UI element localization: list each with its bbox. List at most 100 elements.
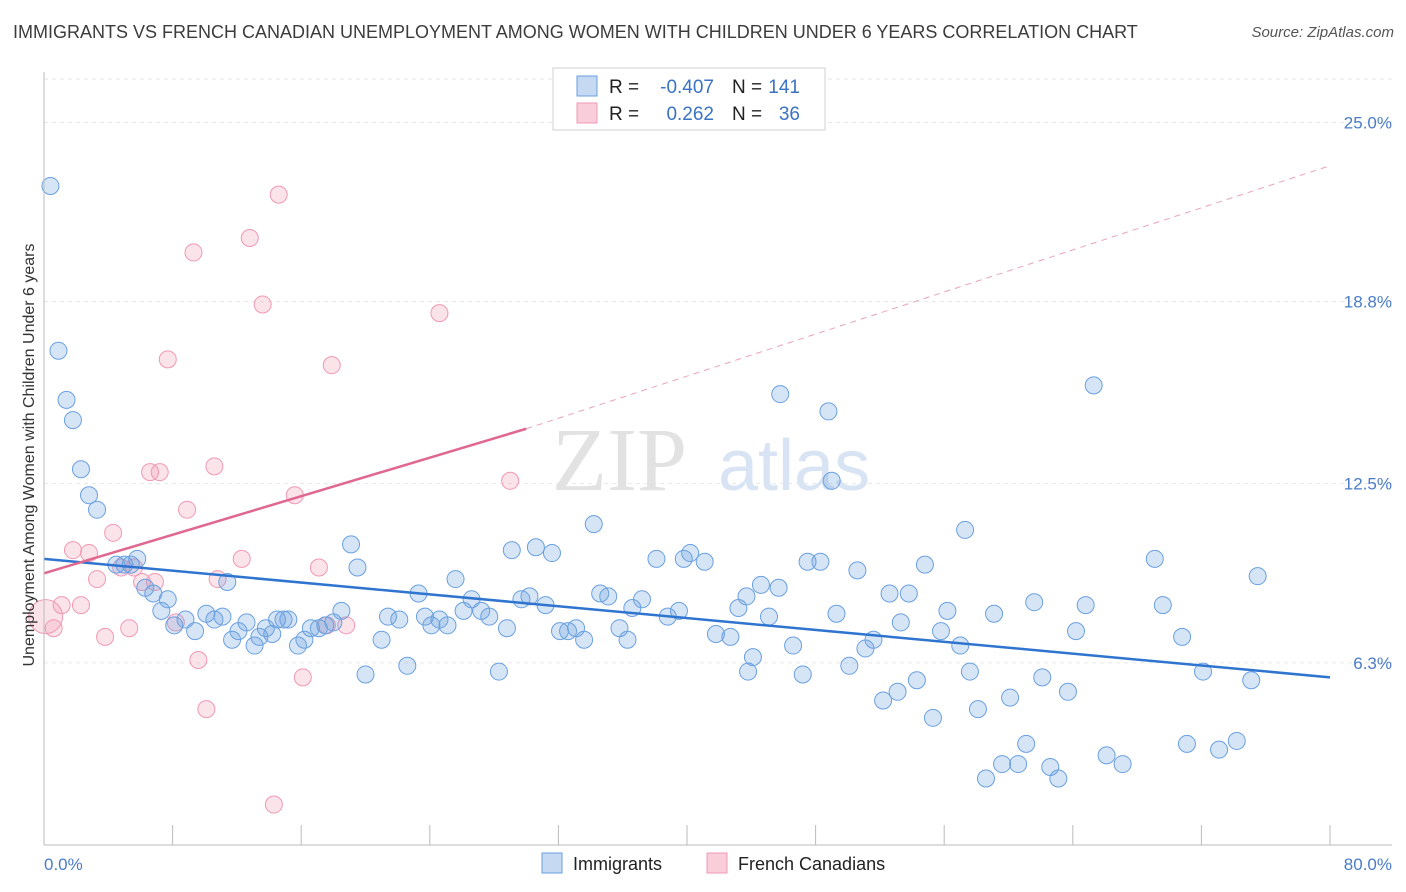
immigrants-point <box>584 515 603 534</box>
immigrants-trendline <box>43 557 1331 679</box>
immigrants-point <box>218 572 237 591</box>
immigrants-point <box>57 390 76 409</box>
x-tick-label: 0.0% <box>44 855 83 874</box>
french-canadians-point <box>189 651 208 670</box>
legend-n-label-1: N = <box>732 77 762 98</box>
french-canadians-point <box>63 541 82 560</box>
immigrants-point <box>923 708 942 727</box>
immigrants-point <box>279 610 298 629</box>
immigrants-point <box>356 665 375 684</box>
french-canadians-points <box>28 185 520 814</box>
immigrants-point <box>1177 734 1196 753</box>
trendlines <box>43 165 1331 679</box>
watermark-atlas: atlas <box>718 426 870 506</box>
french-canadians-point <box>96 627 115 646</box>
immigrants-point <box>759 607 778 626</box>
immigrants-point <box>907 671 926 690</box>
immigrants-point <box>438 616 457 635</box>
legend-r-label-1: R = <box>609 77 639 98</box>
immigrants-point <box>71 460 90 479</box>
immigrants-point <box>951 636 970 655</box>
immigrants-point <box>1001 688 1020 707</box>
bottom-legend-swatch-immigrants <box>541 852 563 874</box>
immigrants-point <box>888 682 907 701</box>
immigrants-point <box>372 630 391 649</box>
immigrants-point <box>976 769 995 788</box>
immigrants-point <box>398 656 417 675</box>
french-canadians-point <box>293 668 312 687</box>
immigrants-point <box>379 607 398 626</box>
x-tick-labels: 0.0% 80.0% <box>44 855 1392 874</box>
immigrants-point <box>848 561 867 580</box>
french-canadians-point <box>232 549 251 568</box>
immigrants-point <box>1049 769 1068 788</box>
french-canadians-point <box>240 228 259 247</box>
immigrants-point <box>985 604 1004 623</box>
immigrants-point <box>695 552 714 571</box>
french-canadians-trendline <box>43 427 527 575</box>
immigrants-point <box>721 627 740 646</box>
legend-box: R = -0.407 N = 141 R = 0.262 N = 36 <box>552 67 826 131</box>
immigrants-point <box>647 549 666 568</box>
immigrants-point <box>1248 567 1267 586</box>
immigrants-point <box>526 538 545 557</box>
immigrants-point <box>956 520 975 539</box>
immigrants-point <box>1067 622 1086 641</box>
x-ticks <box>43 825 1331 845</box>
french-canadians-point <box>205 457 224 476</box>
immigrants-point <box>165 616 184 635</box>
watermark-zip: ZIP <box>552 411 687 510</box>
french-canadians-point <box>322 356 341 375</box>
immigrants-point <box>1145 549 1164 568</box>
immigrants-point <box>739 662 758 681</box>
chart-source: Source: ZipAtlas.com <box>1251 24 1394 41</box>
immigrants-point <box>49 341 68 360</box>
french-canadians-point <box>430 304 449 323</box>
french-canadians-point <box>158 350 177 369</box>
immigrants-point <box>880 584 899 603</box>
french-canadians-point <box>71 596 90 615</box>
french-canadians-point <box>197 700 216 719</box>
immigrants-point <box>121 555 140 574</box>
immigrants-point <box>1173 627 1192 646</box>
legend-n-value-2: 36 <box>779 104 800 125</box>
french-canadians-point <box>141 463 160 482</box>
french-canadians-point <box>269 185 288 204</box>
immigrants-point <box>840 656 859 675</box>
immigrants-point <box>798 552 817 571</box>
french-canadians-point <box>253 295 272 314</box>
immigrants-point <box>295 630 314 649</box>
immigrants-point <box>993 755 1012 774</box>
immigrants-point <box>1058 682 1077 701</box>
immigrants-point <box>771 385 790 404</box>
immigrants-point <box>152 601 171 620</box>
immigrants-point <box>618 630 637 649</box>
immigrants-point <box>480 607 499 626</box>
immigrants-point <box>176 610 195 629</box>
immigrants-point <box>1097 746 1116 765</box>
immigrants-point <box>186 622 205 641</box>
immigrants-point <box>938 601 957 620</box>
immigrants-point <box>1227 731 1246 750</box>
immigrants-point <box>960 662 979 681</box>
immigrants-point <box>489 662 508 681</box>
immigrants-point <box>706 624 725 643</box>
immigrants-point <box>1025 593 1044 612</box>
immigrants-point <box>769 578 788 597</box>
french-canadians-point <box>264 795 283 814</box>
legend-r-label-2: R = <box>609 104 639 125</box>
immigrants-point <box>811 552 830 571</box>
french-canadians-point <box>501 471 520 490</box>
immigrants-point <box>245 636 264 655</box>
immigrants-point <box>520 587 539 606</box>
immigrants-point <box>1153 596 1172 615</box>
immigrants-point <box>80 486 99 505</box>
immigrants-point <box>446 570 465 589</box>
immigrants-point <box>743 648 762 667</box>
bottom-legend: Immigrants French Canadians <box>541 852 885 874</box>
immigrants-point <box>575 630 594 649</box>
y-axis-title: Unemployment Among Women with Children U… <box>21 243 38 666</box>
immigrants-point <box>819 402 838 421</box>
immigrants-point <box>41 176 60 195</box>
